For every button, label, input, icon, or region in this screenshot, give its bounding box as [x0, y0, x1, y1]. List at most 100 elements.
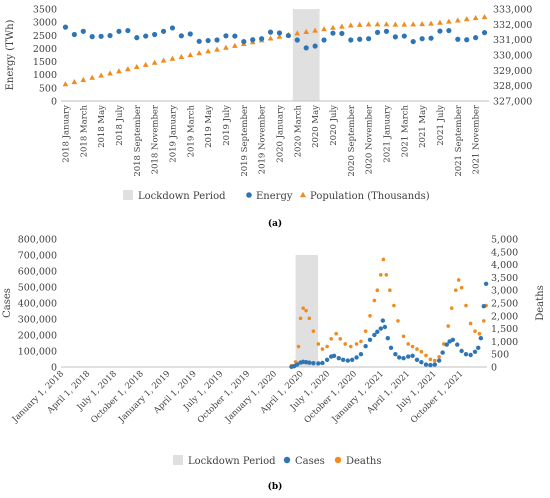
cases-point — [476, 345, 481, 350]
population-point — [374, 21, 381, 27]
x-tick-label: 2020 January — [275, 105, 285, 163]
deaths-point — [301, 306, 305, 310]
y-tick-label: 500,000 — [18, 283, 57, 294]
deaths-point — [304, 308, 308, 313]
deaths-point — [368, 314, 372, 318]
x-tick-label: 2019 March — [186, 104, 196, 157]
legend-swatch-cases — [283, 456, 291, 464]
cases-point — [455, 342, 460, 347]
energy-point — [464, 37, 470, 43]
x-tick-label: 2018 January — [61, 105, 71, 163]
chart-a: 0 500 1000 1500 2000 2500 3000 3500 327,000 328,0… — [5, 5, 532, 230]
energy-point — [116, 28, 122, 34]
cases-point — [468, 352, 473, 358]
x-tick-label: 2019 November — [258, 104, 268, 174]
population-point — [125, 66, 131, 72]
energy-point — [419, 36, 425, 42]
cases-point — [367, 337, 373, 342]
energy-point — [152, 31, 158, 38]
y-tick-label: 2000 — [33, 44, 57, 55]
population-point — [330, 24, 336, 30]
y2-tick-label: 330,000 — [493, 51, 532, 62]
energy-point — [348, 37, 354, 43]
x-tick-label: 2018 March — [79, 104, 89, 157]
x-tick-label: 2019 September — [240, 104, 250, 177]
x-tick-label: 2020 May — [311, 105, 321, 148]
deaths-point — [325, 344, 329, 349]
population-point — [80, 76, 87, 82]
energy-point — [473, 35, 479, 41]
cases-point — [481, 304, 486, 309]
cases-point — [478, 336, 484, 341]
deaths-point — [464, 303, 468, 308]
x-tick-label: 2021 May — [418, 105, 428, 148]
deaths-point — [392, 303, 396, 308]
y-tick-label: 500 — [39, 83, 57, 94]
cases-point — [401, 356, 406, 361]
population-point — [160, 57, 167, 63]
cases-point — [432, 362, 437, 367]
deaths-point — [359, 339, 363, 344]
population-point — [89, 74, 96, 80]
population-point — [205, 48, 211, 54]
cases-point — [363, 344, 368, 349]
cases-point — [396, 355, 402, 360]
population-point — [169, 55, 176, 61]
cases-point — [307, 360, 312, 365]
y-tick-label: 100,000 — [18, 347, 57, 358]
population-point — [463, 16, 470, 22]
deaths-point — [449, 306, 454, 310]
energy-point — [437, 28, 443, 34]
x-tick-label: 2018 September — [133, 104, 143, 177]
deaths-point — [338, 337, 343, 341]
legend-swatch-lockdown — [173, 455, 183, 465]
y-tick-label: 200,000 — [18, 331, 57, 342]
x-tick-label: 2021 January — [382, 105, 392, 163]
deaths-point — [446, 324, 450, 328]
y-axis-label: Cases — [2, 288, 13, 318]
x-tick-label: 2021 July — [436, 105, 446, 146]
deaths-point — [481, 319, 486, 323]
chart-b: 0 100,000 200,000 300,000 400,000 500,000 600,… — [2, 235, 546, 493]
cases-point — [459, 348, 464, 354]
y2-tick-label: 328,000 — [493, 81, 532, 92]
energy-point — [169, 25, 176, 31]
population-point — [303, 28, 310, 34]
population-point — [178, 53, 185, 59]
energy-point — [214, 37, 220, 43]
cases-point — [345, 358, 351, 363]
y2-tick-label: 4,500 — [491, 247, 518, 258]
y2-tick-label: 5,000 — [491, 235, 518, 246]
x-tick-label: 2019 May — [204, 105, 214, 148]
energy-point — [98, 33, 104, 39]
y2-axis-label: Deaths — [535, 285, 546, 321]
lockdown-shading — [292, 9, 320, 101]
y2-tick-label: 0 — [491, 363, 497, 374]
population-point — [142, 61, 149, 67]
cases-point — [349, 357, 355, 362]
energy-point — [267, 29, 274, 35]
energy-point — [71, 31, 77, 38]
energy-point — [232, 33, 238, 39]
legend-swatch-lockdown — [123, 190, 133, 200]
deaths-point — [372, 298, 377, 303]
legend-swatch-energy — [246, 192, 252, 198]
cases-point — [294, 362, 300, 367]
energy-point — [455, 36, 461, 42]
y2-tick-label: 4,000 — [491, 260, 518, 271]
cases-point — [463, 352, 469, 357]
energy-point — [366, 36, 372, 42]
energy-point — [428, 35, 434, 41]
cases-point — [436, 358, 442, 363]
y2-tick-label: 332,000 — [493, 20, 532, 31]
population-point — [294, 30, 301, 36]
deaths-point — [401, 334, 406, 339]
energy-point — [383, 28, 390, 34]
population-point — [62, 81, 69, 87]
population-point — [437, 19, 443, 25]
legend-lockdown: Lockdown Period — [138, 191, 226, 202]
cases-point — [428, 362, 433, 368]
y2-tick-label: 1,500 — [491, 324, 518, 335]
cases-point — [316, 361, 321, 366]
